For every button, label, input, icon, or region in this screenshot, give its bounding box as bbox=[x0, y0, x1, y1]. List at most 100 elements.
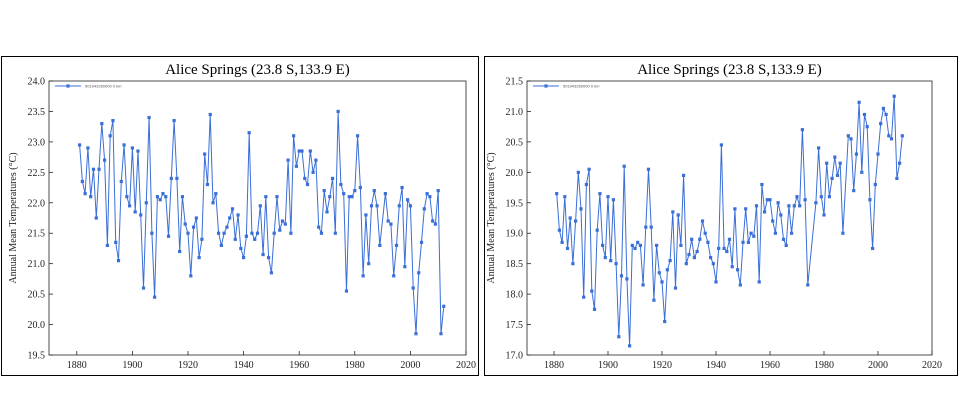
data-point bbox=[771, 219, 775, 223]
data-point bbox=[353, 189, 357, 193]
data-point bbox=[884, 112, 888, 117]
data-point bbox=[754, 204, 759, 208]
data-point bbox=[700, 219, 705, 223]
data-point bbox=[272, 231, 276, 235]
data-point bbox=[879, 122, 883, 126]
data-point bbox=[698, 237, 702, 241]
data-point bbox=[638, 243, 642, 247]
data-point bbox=[673, 286, 678, 290]
data-point bbox=[269, 271, 273, 275]
data-point bbox=[244, 234, 248, 238]
data-point bbox=[294, 164, 299, 168]
data-point bbox=[303, 176, 307, 181]
data-point bbox=[239, 246, 243, 251]
x-tick-label: 1940 bbox=[234, 360, 254, 371]
data-point bbox=[641, 283, 645, 287]
data-point bbox=[147, 115, 151, 120]
data-point bbox=[827, 195, 831, 199]
data-point bbox=[355, 134, 360, 138]
x-tick-label: 1880 bbox=[544, 360, 564, 371]
data-point bbox=[197, 255, 201, 260]
data-point bbox=[889, 137, 894, 141]
data-point bbox=[375, 204, 379, 208]
data-point bbox=[574, 219, 578, 223]
data-point bbox=[603, 255, 607, 260]
data-point bbox=[741, 240, 745, 244]
data-point bbox=[763, 210, 767, 214]
data-point bbox=[178, 249, 182, 254]
data-point bbox=[422, 207, 426, 211]
x-tick-label: 1880 bbox=[67, 360, 87, 371]
data-point bbox=[433, 222, 438, 226]
data-point bbox=[328, 195, 332, 199]
data-point bbox=[150, 231, 154, 235]
data-point bbox=[717, 246, 721, 251]
data-point bbox=[253, 237, 257, 241]
data-point bbox=[214, 192, 218, 196]
y-tick-label: 21.5 bbox=[506, 77, 524, 88]
data-point bbox=[684, 262, 688, 266]
data-point bbox=[563, 195, 567, 199]
data-point bbox=[736, 268, 740, 272]
x-tick-label: 2000 bbox=[400, 360, 420, 371]
data-point bbox=[803, 198, 807, 202]
x-tick-label: 1960 bbox=[760, 360, 780, 371]
data-point bbox=[830, 176, 834, 181]
data-point bbox=[264, 195, 268, 199]
data-point bbox=[862, 112, 867, 117]
data-point bbox=[330, 176, 335, 181]
legend-marker bbox=[66, 84, 70, 88]
data-point bbox=[119, 179, 123, 184]
x-tick-label: 1900 bbox=[598, 360, 618, 371]
data-point bbox=[403, 265, 407, 269]
data-point bbox=[200, 237, 204, 241]
x-tick-label: 1940 bbox=[706, 360, 726, 371]
data-point bbox=[798, 204, 802, 208]
data-point bbox=[414, 332, 418, 336]
data-point bbox=[372, 189, 376, 193]
data-point bbox=[122, 143, 126, 147]
data-point bbox=[219, 243, 223, 247]
data-point bbox=[128, 204, 132, 208]
data-point bbox=[255, 231, 260, 235]
data-point bbox=[746, 240, 750, 244]
data-point bbox=[125, 195, 129, 199]
chart-panel-right: Alice Springs (23.8 S,133.9 E) 17.0 17.5 18… bbox=[484, 56, 958, 376]
data-point bbox=[431, 219, 435, 223]
data-point bbox=[795, 195, 799, 199]
data-point bbox=[900, 134, 904, 138]
data-point bbox=[601, 243, 605, 247]
data-point bbox=[169, 176, 173, 181]
data-point bbox=[790, 231, 794, 235]
x-tick-label: 2020 bbox=[922, 360, 942, 371]
data-point bbox=[822, 213, 826, 217]
data-point bbox=[344, 289, 349, 293]
data-point bbox=[784, 243, 788, 247]
data-point bbox=[787, 204, 791, 208]
data-point bbox=[781, 237, 786, 241]
chart-title: Alice Springs (23.8 S,133.9 E) bbox=[165, 62, 350, 78]
y-tick-label: 19.0 bbox=[506, 229, 524, 240]
data-point bbox=[660, 280, 664, 284]
plot-area bbox=[526, 80, 933, 356]
data-point bbox=[103, 158, 107, 162]
data-point bbox=[857, 100, 861, 104]
y-tick-label: 19.5 bbox=[506, 198, 524, 209]
data-point bbox=[114, 240, 118, 244]
data-point bbox=[714, 280, 718, 284]
y-tick-label: 19.5 bbox=[28, 351, 46, 362]
data-point bbox=[161, 192, 165, 196]
y-tick-label: 23.0 bbox=[28, 137, 46, 148]
data-point bbox=[617, 335, 621, 339]
data-point bbox=[765, 198, 769, 202]
data-point bbox=[183, 222, 187, 226]
data-point bbox=[892, 94, 896, 98]
data-point bbox=[582, 295, 586, 299]
data-point bbox=[655, 243, 659, 247]
data-point bbox=[228, 216, 232, 220]
data-point bbox=[806, 283, 810, 287]
data-point bbox=[267, 255, 271, 260]
data-point bbox=[860, 170, 864, 174]
data-point bbox=[898, 161, 902, 165]
data-point bbox=[100, 122, 104, 126]
